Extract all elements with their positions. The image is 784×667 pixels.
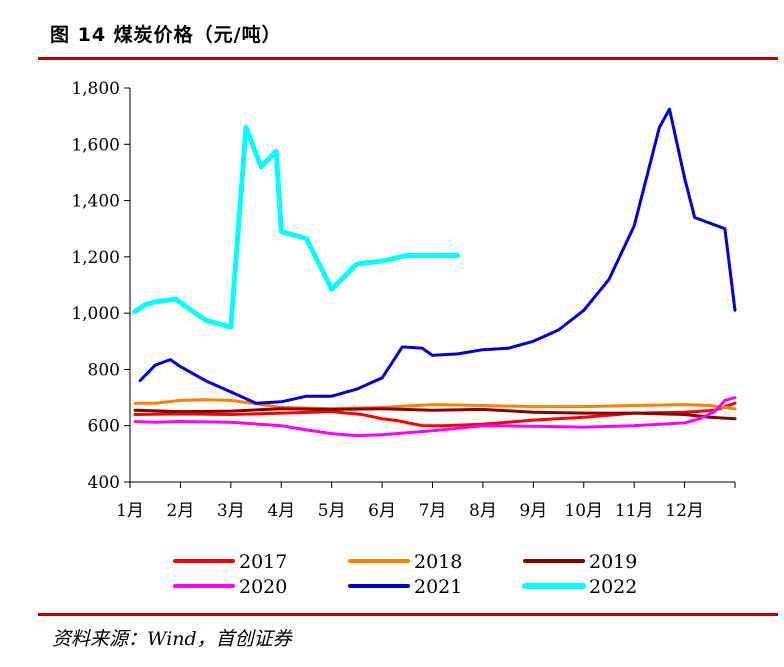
legend-label: 2022 (589, 576, 637, 598)
x-tick-label: 7月 (419, 501, 447, 521)
legend-item-2018: 2018 (348, 551, 462, 573)
legend-label: 2017 (239, 551, 287, 573)
y-tick-label: 1,400 (71, 192, 120, 212)
series-line-2018 (133, 398, 737, 411)
y-tick-label: 1,200 (71, 248, 120, 268)
x-tick-label: 9月 (519, 501, 547, 521)
x-tick-label: 8月 (469, 501, 497, 521)
legend-item-2020: 2020 (173, 576, 287, 598)
x-tick-label: 4月 (267, 501, 295, 521)
x-tick-label: 12月 (665, 501, 704, 521)
legend-item-2022: 2022 (522, 576, 637, 598)
series-line-2020 (133, 396, 737, 438)
y-tick-label: 1,600 (71, 135, 120, 155)
y-tick-label: 1,800 (71, 79, 120, 99)
series-line-2022 (132, 124, 461, 330)
x-tick-label: 10月 (564, 501, 603, 521)
chart-axes: 400 600 800 1,000 1,200 1,400 1,600 1,800 1月 2月 3月… (71, 79, 736, 521)
top-divider (38, 57, 778, 60)
series-line-2021 (138, 107, 737, 405)
x-tick-label: 6月 (368, 501, 396, 521)
chart-lines (132, 107, 737, 438)
legend-label: 2019 (589, 551, 637, 573)
bottom-divider (38, 613, 778, 616)
legend-item-2019: 2019 (523, 551, 637, 573)
x-tick-label: 11月 (615, 501, 654, 521)
legend-item-2021: 2021 (348, 576, 462, 598)
legend-label: 2018 (414, 551, 462, 573)
y-tick-label: 400 (88, 473, 120, 493)
figure-title: 图 14 煤炭价格（元/吨） (50, 24, 282, 46)
x-tick-label: 3月 (217, 501, 245, 521)
legend-item-2017: 2017 (173, 551, 287, 573)
y-tick-label: 1,000 (71, 304, 120, 324)
legend-label: 2020 (239, 576, 287, 598)
series-line-2019 (133, 407, 737, 421)
y-tick-label: 800 (88, 360, 120, 380)
chart-legend: 2017 2018 2019 2020 2021 2022 (173, 551, 637, 598)
source-note: 资料来源：Wind，首创证券 (52, 628, 292, 650)
x-tick-label: 2月 (167, 501, 195, 521)
y-tick-label: 600 (88, 417, 120, 437)
x-tick-label: 1月 (116, 501, 144, 521)
legend-label: 2021 (414, 576, 462, 598)
x-tick-label: 5月 (318, 501, 346, 521)
